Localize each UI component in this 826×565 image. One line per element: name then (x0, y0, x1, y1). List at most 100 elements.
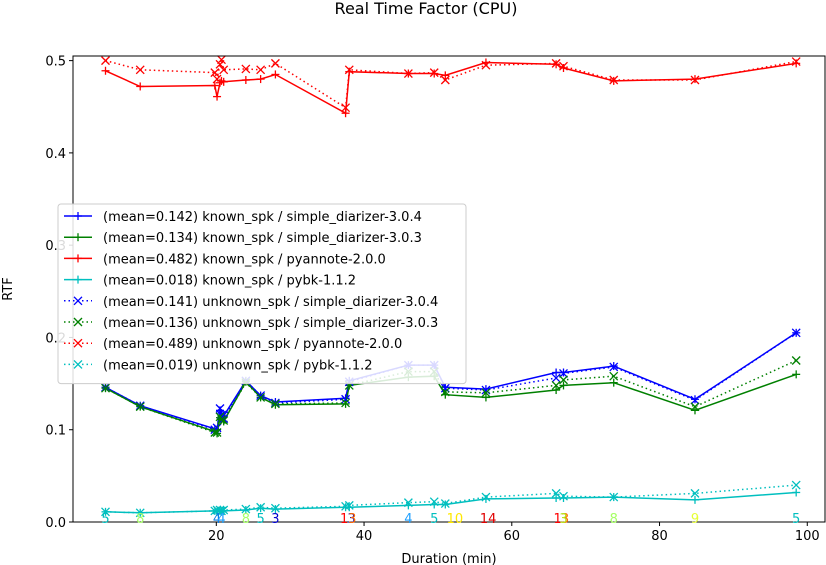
data-point (791, 480, 801, 490)
series-2 (101, 58, 801, 118)
data-point (101, 382, 110, 392)
legend-entry: (mean=0.018) known_spk / pybk-1.1.2 (64, 274, 356, 289)
data-point (551, 488, 561, 498)
legend-entry: (mean=0.482) known_spk / pyannote-2.0.0 (64, 252, 386, 267)
data-point (792, 370, 801, 379)
count-label: 4 (404, 512, 412, 527)
legend-label: (mean=0.482) known_spk / pyannote-2.0.0 (103, 252, 386, 267)
x-axis-label: Duration (min) (401, 552, 496, 565)
data-point (403, 498, 413, 508)
y-tick-label: 0.4 (45, 147, 66, 162)
data-point (609, 378, 618, 387)
count-label: 5 (101, 512, 109, 527)
data-point (429, 68, 439, 78)
data-point (135, 65, 145, 75)
x-tick-label: 20 (208, 529, 225, 544)
data-point (481, 393, 490, 402)
data-point (270, 58, 280, 68)
data-point (690, 488, 700, 498)
data-point (559, 368, 568, 378)
data-point (270, 398, 280, 408)
y-axis-label: RTF (1, 277, 16, 301)
data-point (341, 398, 351, 408)
data-point (271, 70, 280, 79)
chart-title: Real Time Factor (CPU) (335, 0, 518, 18)
series-7 (101, 480, 801, 518)
data-point (217, 55, 226, 65)
legend-marker (74, 275, 82, 284)
count-label: 8 (242, 512, 250, 527)
count-label: 5 (430, 512, 438, 527)
data-point (101, 66, 110, 75)
data-point (609, 362, 618, 371)
data-point (441, 71, 450, 80)
data-point (792, 59, 801, 68)
data-point (559, 61, 568, 71)
y-tick-label: 0.1 (45, 424, 66, 439)
count-label: 8 (136, 512, 144, 527)
count-label: 8 (610, 512, 618, 527)
y-tick-label: 0.5 (45, 55, 66, 70)
data-point (791, 57, 801, 66)
legend-marker (73, 338, 83, 348)
data-point (559, 494, 568, 503)
data-point (212, 428, 222, 437)
data-point (552, 368, 561, 377)
legend-marker (74, 254, 82, 263)
data-point (241, 504, 251, 514)
data-point (210, 428, 220, 437)
legend-entry: (mean=0.134) known_spk / simple_diarizer… (64, 231, 422, 246)
data-point (481, 385, 490, 394)
data-point (256, 391, 266, 401)
data-point (440, 383, 450, 393)
legend-label: (mean=0.489) unknown_spk / pyannote-2.0.… (103, 337, 402, 352)
series-6 (101, 55, 801, 113)
data-point (101, 56, 110, 66)
series-line (105, 484, 797, 514)
x-tick-label: 40 (356, 529, 373, 544)
data-point (690, 75, 699, 84)
data-point (210, 81, 219, 90)
legend-label: (mean=0.136) unknown_spk / simple_diariz… (103, 316, 438, 331)
count-label: 3 (561, 512, 569, 527)
data-point (341, 103, 351, 113)
data-point (136, 82, 145, 91)
data-point (552, 386, 561, 395)
legend-entry: (mean=0.489) unknown_spk / pyannote-2.0.… (64, 337, 402, 352)
legend-marker (73, 359, 83, 369)
data-point (481, 494, 490, 503)
data-point (690, 395, 700, 405)
data-point (559, 381, 568, 390)
data-point (217, 415, 226, 425)
legend-label: (mean=0.019) unknown_spk / pybk-1.1.2 (103, 358, 373, 373)
data-point (270, 503, 280, 513)
data-point (219, 65, 229, 75)
legend-label: (mean=0.018) known_spk / pybk-1.1.2 (103, 274, 356, 289)
data-point (609, 492, 619, 502)
count-label: 10 (447, 512, 464, 527)
data-point (440, 499, 450, 509)
data-point (270, 399, 280, 409)
data-point (213, 92, 222, 101)
data-point (210, 68, 220, 78)
data-point (135, 508, 145, 518)
data-point (551, 373, 561, 383)
series-line (105, 61, 797, 115)
count-label: 1 (340, 512, 348, 527)
data-point (212, 74, 222, 84)
data-point (256, 75, 265, 84)
y-tick-label: 0.0 (45, 516, 66, 531)
data-point (440, 387, 450, 397)
data-point (609, 76, 618, 85)
data-point (481, 388, 491, 398)
count-label: 3 (271, 512, 279, 527)
legend-label: (mean=0.141) unknown_spk / simple_diariz… (103, 295, 438, 310)
legend-entry: (mean=0.141) unknown_spk / simple_diariz… (64, 295, 438, 310)
data-point (135, 401, 145, 411)
count-label: 1 (553, 512, 561, 527)
data-point (344, 65, 354, 75)
legend: (mean=0.142) known_spk / simple_diarizer… (57, 203, 467, 385)
data-point (219, 77, 228, 86)
data-point (256, 392, 266, 402)
